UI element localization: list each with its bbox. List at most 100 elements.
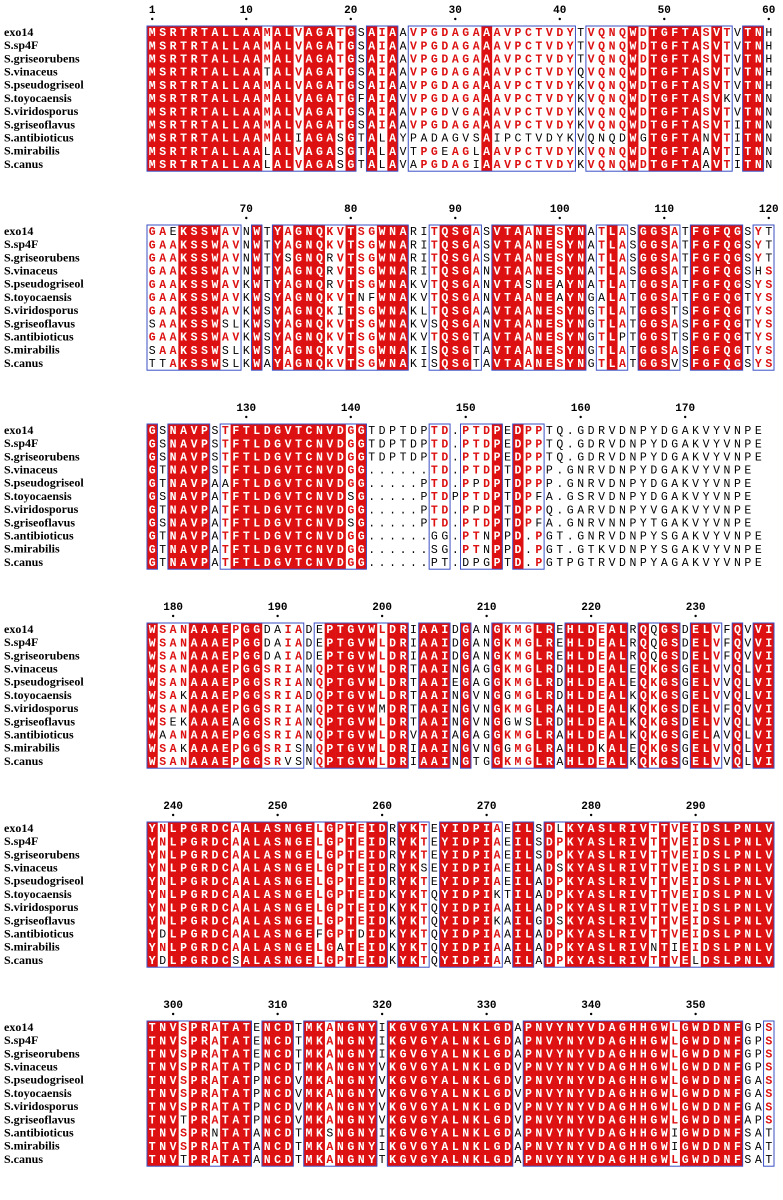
species-name: S.mirabilis [4, 343, 60, 357]
species-name: S.sp4F [4, 38, 38, 52]
species-name: S.toyocaensis [4, 688, 72, 702]
position-dot [694, 1012, 697, 1016]
identity-column [711, 1021, 723, 1167]
position-dot [464, 415, 467, 419]
species-name: S.toyocaensis [4, 290, 72, 304]
identity-column [345, 1021, 357, 1167]
identity-column [659, 623, 670, 769]
species-name: S.griseorubens [4, 51, 80, 65]
position-number: 220 [581, 602, 601, 614]
species-name: exo14 [4, 423, 33, 437]
position-dot [663, 216, 666, 220]
identity-column [690, 1021, 702, 1167]
identity-column [261, 1021, 273, 1167]
identity-column [711, 26, 723, 172]
position-dot [663, 17, 666, 21]
identity-column [606, 623, 618, 769]
position-number: 20 [344, 5, 357, 17]
identity-column [659, 225, 670, 371]
identity-column [596, 1021, 608, 1167]
identity-column [690, 26, 702, 172]
position-number: 200 [372, 602, 392, 614]
identity-column [209, 26, 221, 172]
species-name: S.griseorubens [4, 449, 80, 463]
conservation-box [313, 622, 409, 769]
conservation-box [146, 1020, 252, 1167]
identity-column [209, 225, 221, 371]
identity-column [251, 623, 263, 769]
identity-column [721, 1021, 733, 1167]
identity-column [439, 623, 451, 769]
identity-column [617, 822, 628, 968]
species-name: S.vinaceus [4, 661, 58, 675]
identity-column [345, 225, 357, 371]
identity-column [450, 1021, 461, 1167]
position-number: 280 [581, 801, 601, 813]
identity-column [523, 822, 534, 968]
conservation-box [731, 622, 744, 769]
position-number: 120 [759, 204, 779, 216]
identity-column [303, 26, 315, 172]
identity-column [408, 822, 419, 968]
identity-column [241, 26, 252, 172]
identity-column [648, 225, 660, 371]
identity-column [565, 1021, 576, 1167]
identity-column [408, 1021, 419, 1167]
conservation-box [763, 1020, 775, 1167]
identity-column [272, 26, 284, 172]
conservation-box [146, 622, 305, 769]
position-number: 320 [372, 1000, 392, 1012]
species-name: S.viridosporus [4, 502, 79, 516]
identity-column [167, 26, 179, 172]
identity-column [209, 822, 221, 968]
identity-column [282, 822, 294, 968]
identity-column [147, 623, 158, 769]
position-number: 80 [344, 204, 357, 216]
conservation-box [261, 1020, 294, 1167]
species-name: S.toyocaensis [4, 887, 72, 901]
position-number: 110 [654, 204, 674, 216]
position-dot [589, 813, 593, 817]
identity-column [366, 623, 378, 769]
identity-column [753, 26, 764, 172]
identity-column [544, 822, 555, 968]
identity-column [679, 26, 691, 172]
identity-column [753, 623, 764, 769]
identity-column [199, 822, 210, 968]
identity-column [575, 822, 587, 968]
identity-column [261, 424, 273, 570]
identity-column [502, 1021, 514, 1167]
identity-column [711, 225, 723, 371]
position-dot [454, 216, 457, 220]
identity-column [241, 424, 252, 570]
position-dot [694, 614, 697, 618]
identity-column [188, 1021, 200, 1167]
identity-column [711, 822, 723, 968]
identity-column [209, 623, 221, 769]
identity-column [199, 1021, 210, 1167]
species-name: S.viridosporus [4, 1099, 79, 1113]
species-name: S.canus [4, 953, 43, 967]
identity-column [638, 1021, 649, 1167]
identity-column [282, 26, 294, 172]
